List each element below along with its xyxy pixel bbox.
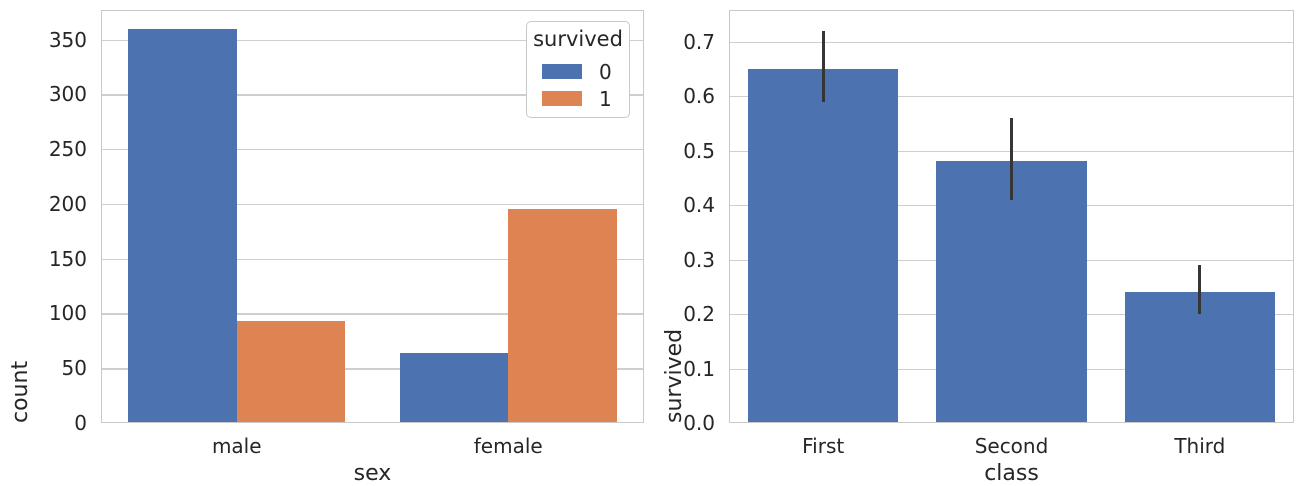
- legend-label-survived-1: 1: [599, 86, 612, 111]
- y-tick-200: 200: [48, 191, 87, 216]
- axes-survival-by-class: 0.0 0.1 0.2 0.3 0.4 0.5 0.6 0.7 First Second Third: [683, 10, 1294, 458]
- gridline-200: [101, 203, 644, 206]
- legend-item-survived-1: 1: [527, 85, 629, 112]
- x-tick-female: female: [473, 434, 543, 458]
- errorbar-second: [1010, 117, 1013, 200]
- errorbar-first: [821, 30, 825, 102]
- bar-third-survived: [1124, 292, 1276, 423]
- y-tick-0.2: 0.2: [683, 302, 715, 327]
- gridline-0.6: [729, 96, 1294, 98]
- gridline-100: [101, 313, 644, 315]
- x-axis-label-class: class: [984, 461, 1039, 486]
- gridline-350: [101, 39, 644, 41]
- x-tick-first: First: [802, 434, 845, 458]
- y-tick-100: 100: [48, 301, 87, 326]
- x-axis-label-sex: sex: [353, 461, 392, 486]
- y-tick-300: 300: [48, 82, 87, 107]
- x-tick-second: Second: [974, 434, 1049, 458]
- axes-count-by-sex: 0 50 100 150 200 250 300 350 male female: [49, 10, 644, 458]
- y-tick-150: 150: [48, 246, 87, 271]
- bar-female-1: [508, 209, 617, 423]
- y-tick-0.6: 0.6: [683, 84, 715, 109]
- gridline-50: [101, 368, 644, 370]
- y-tick-0: 0: [74, 411, 87, 435]
- bar-second-survived: [936, 161, 1087, 423]
- legend-item-survived-0: 0: [527, 58, 629, 85]
- gridline-300: [101, 94, 644, 96]
- y-tick-0.0: 0.0: [683, 411, 715, 435]
- y-tick-350: 350: [48, 27, 87, 52]
- x-tick-male: male: [211, 434, 262, 458]
- gridline-250: [101, 149, 644, 151]
- y-tick-250: 250: [48, 137, 87, 162]
- y-tick-0.1: 0.1: [683, 356, 715, 381]
- legend-survived: survived 0 1: [526, 21, 630, 118]
- bar-male-0: [128, 28, 237, 423]
- y-tick-0.3: 0.3: [683, 247, 715, 272]
- errorbar-third: [1198, 264, 1202, 315]
- bar-first-survived: [747, 68, 899, 423]
- y-tick-0.5: 0.5: [683, 138, 715, 163]
- y-tick-0.4: 0.4: [683, 193, 715, 218]
- gridline-150: [101, 258, 644, 260]
- gridline-0.7: [729, 41, 1294, 43]
- legend-title: survived: [533, 27, 623, 51]
- y-tick-0.7: 0.7: [683, 29, 715, 54]
- x-tick-third: Third: [1174, 434, 1226, 458]
- y-tick-50: 50: [61, 356, 87, 381]
- legend-label-survived-0: 0: [599, 59, 612, 84]
- legend-swatch-survived-0: [542, 64, 582, 79]
- bar-female-0: [399, 352, 509, 423]
- bar-male-1: [236, 321, 346, 423]
- legend-swatch-survived-1: [542, 91, 582, 106]
